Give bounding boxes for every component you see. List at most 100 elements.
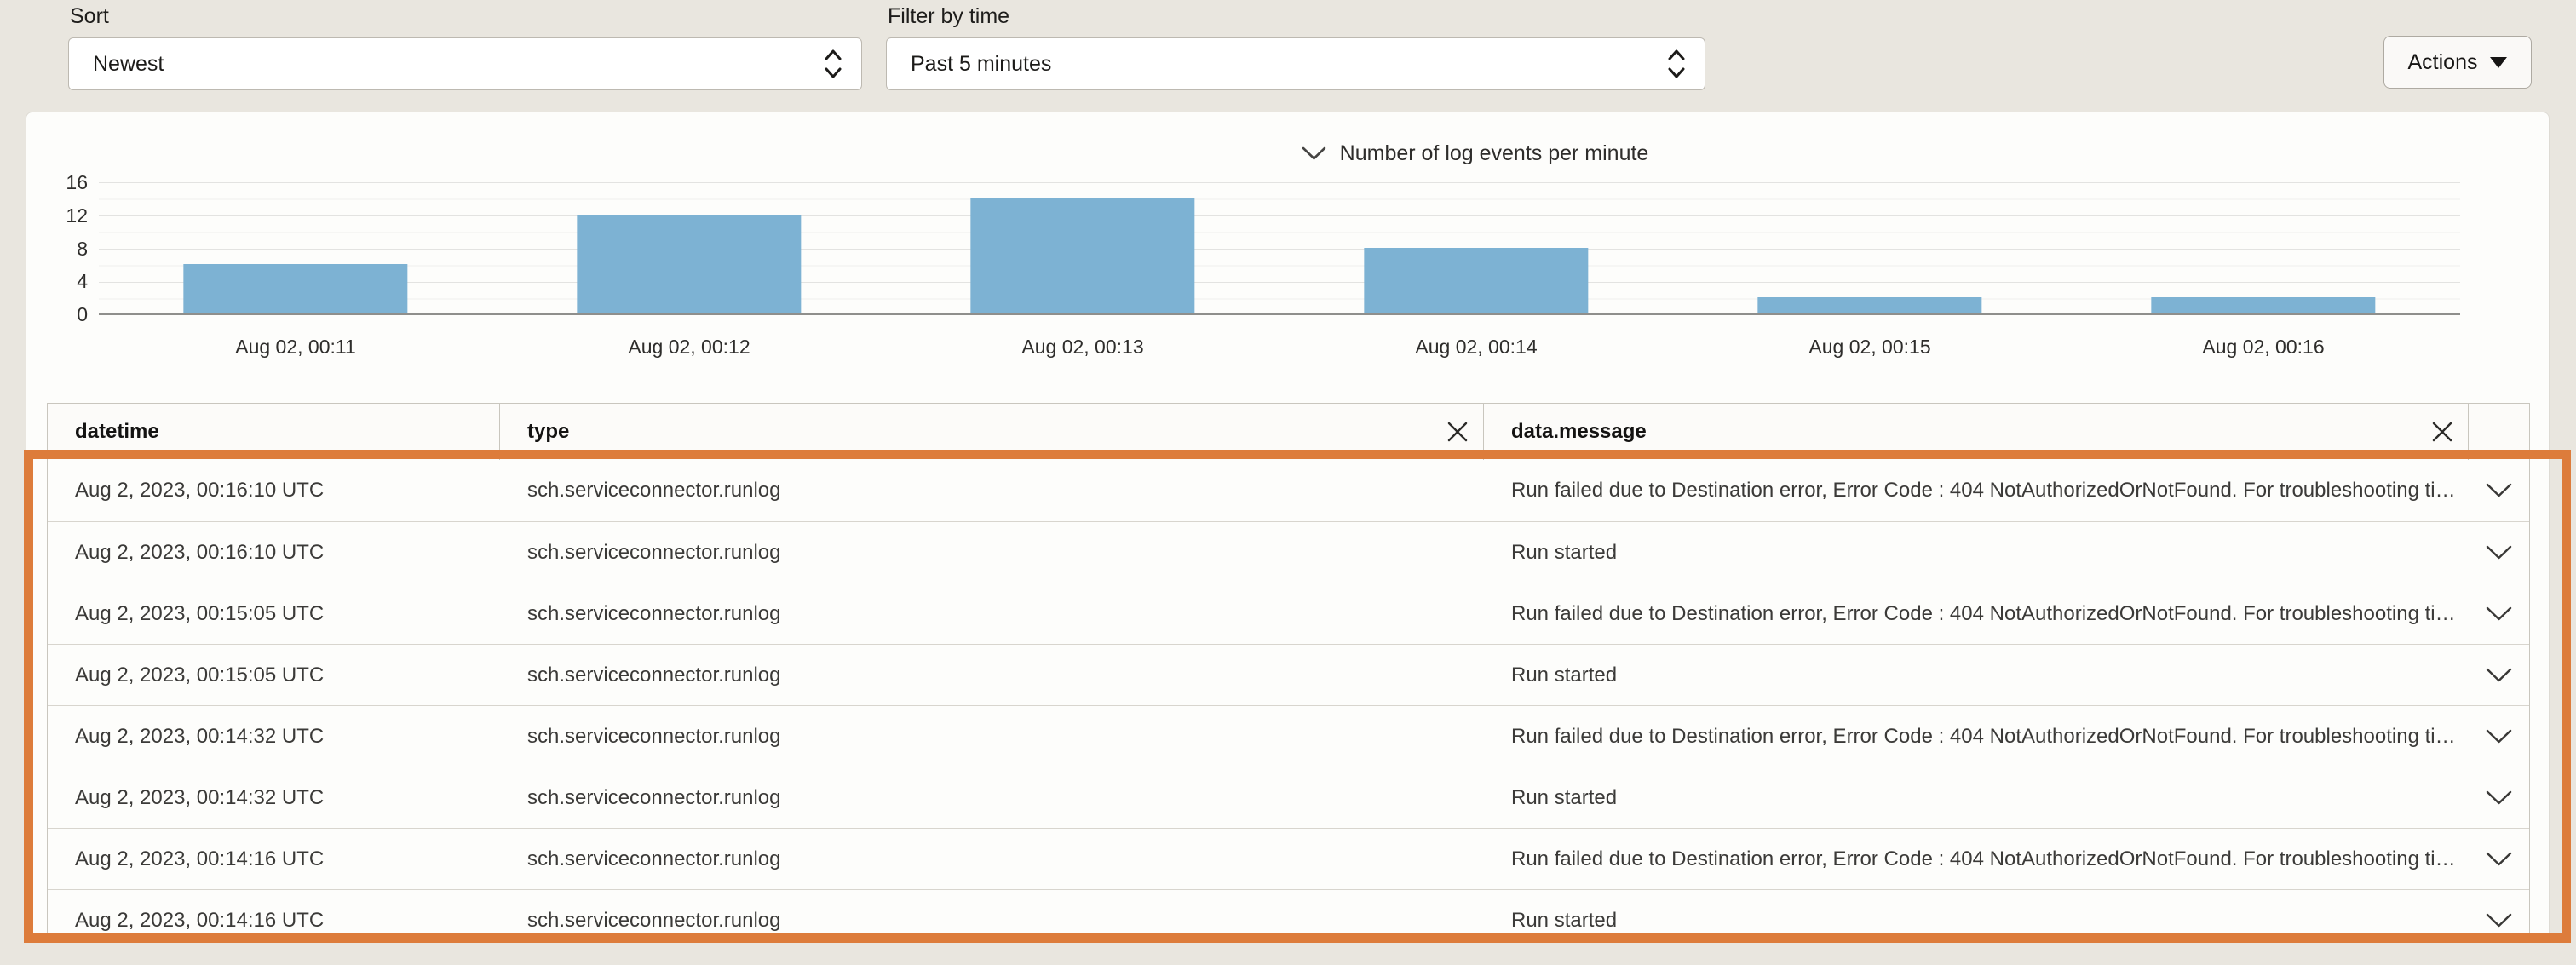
expand-row-button[interactable]: [2469, 706, 2529, 767]
cell-datetime: Aug 2, 2023, 00:15:05 UTC: [75, 601, 325, 625]
chart-bar: [2151, 296, 2376, 313]
close-icon: [2430, 420, 2454, 444]
cell-datetime: Aug 2, 2023, 00:14:16 UTC: [75, 847, 325, 870]
expand-row-button[interactable]: [2469, 890, 2529, 942]
select-stepper-icon: [1667, 48, 1686, 80]
column-header-label: data.message: [1511, 420, 1647, 443]
log-event-row[interactable]: Aug 2, 2023, 00:14:16 UTC sch.servicecon…: [48, 889, 2529, 942]
log-event-row[interactable]: Aug 2, 2023, 00:14:32 UTC sch.servicecon…: [48, 767, 2529, 828]
caret-down-icon: [2490, 56, 2508, 68]
cell-data-message: Run failed due to Destination error, Err…: [1511, 601, 2456, 625]
filter-by-time-select[interactable]: Past 5 minutes: [886, 37, 1705, 90]
column-header-data-message[interactable]: data.message: [1484, 404, 2469, 460]
expand-row-button[interactable]: [2469, 767, 2529, 828]
select-stepper-icon: [824, 48, 842, 80]
expand-row-button[interactable]: [2469, 460, 2529, 521]
chart-slot: [492, 182, 886, 313]
chart-slot: [1279, 182, 1673, 313]
chevron-down-icon: [2486, 729, 2512, 744]
y-axis-tick: 4: [77, 270, 88, 292]
chevron-down-icon: [2486, 790, 2512, 806]
chart-slot: [99, 182, 492, 313]
x-axis-tick: Aug 02, 00:14: [1415, 336, 1538, 358]
cell-data-message: Run failed due to Destination error, Err…: [1511, 479, 2456, 502]
filter-by-time-value: Past 5 minutes: [911, 51, 1052, 76]
chevron-down-icon: [2486, 852, 2512, 867]
remove-column-button[interactable]: [2430, 420, 2454, 444]
chart-title: Number of log events per minute: [1339, 141, 1649, 165]
chart-title-row: Number of log events per minute: [214, 140, 2549, 167]
column-header-label: type: [527, 420, 570, 443]
cell-datetime: Aug 2, 2023, 00:16:10 UTC: [75, 479, 325, 502]
column-header-type[interactable]: type: [500, 404, 1484, 460]
chevron-down-icon: [2486, 545, 2512, 560]
column-header-label: datetime: [75, 420, 159, 443]
chart-card: Number of log events per minute 16 12 8 …: [26, 112, 2550, 943]
chart-bar: [577, 215, 802, 313]
chart-slot: [1673, 182, 2067, 313]
log-event-row[interactable]: Aug 2, 2023, 00:14:16 UTC sch.servicecon…: [48, 828, 2529, 889]
remove-column-button[interactable]: [1446, 420, 1469, 444]
y-axis-tick: 12: [66, 204, 88, 227]
column-header-expand: [2469, 404, 2529, 460]
chevron-down-icon[interactable]: [1302, 146, 1326, 161]
chart-slot: [2067, 182, 2460, 313]
log-event-row[interactable]: Aug 2, 2023, 00:16:10 UTC sch.servicecon…: [48, 460, 2529, 521]
bar-chart-plot: [99, 182, 2460, 315]
cell-data-message: Run failed due to Destination error, Err…: [1511, 724, 2456, 748]
x-axis-labels: Aug 02, 00:11 Aug 02, 00:12 Aug 02, 00:1…: [99, 336, 2460, 359]
x-axis-tick: Aug 02, 00:11: [235, 336, 356, 358]
cell-data-message: Run started: [1511, 540, 1618, 564]
cell-data-message: Run started: [1511, 663, 1618, 686]
expand-row-button[interactable]: [2469, 829, 2529, 889]
y-axis-tick: 8: [77, 238, 88, 260]
log-event-row[interactable]: Aug 2, 2023, 00:14:32 UTC sch.servicecon…: [48, 705, 2529, 767]
log-event-row[interactable]: Aug 2, 2023, 00:15:05 UTC sch.servicecon…: [48, 644, 2529, 705]
log-event-row[interactable]: Aug 2, 2023, 00:15:05 UTC sch.servicecon…: [48, 583, 2529, 644]
cell-data-message: Run started: [1511, 908, 1618, 932]
sort-select[interactable]: Newest: [68, 37, 862, 90]
cell-type: sch.serviceconnector.runlog: [527, 601, 781, 625]
cell-datetime: Aug 2, 2023, 00:14:32 UTC: [75, 785, 325, 809]
cell-type: sch.serviceconnector.runlog: [527, 663, 781, 686]
chevron-down-icon: [2486, 668, 2512, 683]
close-icon: [1446, 420, 1469, 444]
x-axis-tick: Aug 02, 00:15: [1808, 336, 1931, 358]
actions-button-label: Actions: [2407, 49, 2478, 74]
cell-type: sch.serviceconnector.runlog: [527, 847, 781, 870]
cell-datetime: Aug 2, 2023, 00:14:32 UTC: [75, 724, 325, 748]
expand-row-button[interactable]: [2469, 583, 2529, 644]
table-header-row: datetime type data.message: [48, 404, 2529, 460]
chart-bar: [183, 264, 408, 313]
log-events-table: datetime type data.message: [47, 403, 2530, 942]
chart-slot: [886, 182, 1279, 313]
chart-bar: [1757, 296, 1982, 313]
column-header-datetime[interactable]: datetime: [48, 404, 500, 460]
cell-type: sch.serviceconnector.runlog: [527, 540, 781, 564]
x-axis-tick: Aug 02, 00:16: [2202, 336, 2325, 358]
chevron-down-icon: [2486, 606, 2512, 622]
y-axis-tick: 0: [77, 303, 88, 325]
cell-datetime: Aug 2, 2023, 00:14:16 UTC: [75, 908, 325, 932]
table-body: Aug 2, 2023, 00:16:10 UTC sch.servicecon…: [48, 460, 2529, 942]
chevron-down-icon: [2486, 913, 2512, 928]
cell-type: sch.serviceconnector.runlog: [527, 724, 781, 748]
x-axis-tick: Aug 02, 00:12: [628, 336, 750, 358]
chart-bar: [1364, 248, 1589, 313]
expand-row-button[interactable]: [2469, 522, 2529, 583]
cell-datetime: Aug 2, 2023, 00:16:10 UTC: [75, 540, 325, 564]
y-axis-tick: 16: [66, 171, 88, 193]
chevron-down-icon: [2486, 483, 2512, 498]
cell-datetime: Aug 2, 2023, 00:15:05 UTC: [75, 663, 325, 686]
actions-button[interactable]: Actions: [2383, 36, 2532, 89]
cell-type: sch.serviceconnector.runlog: [527, 479, 781, 502]
cell-type: sch.serviceconnector.runlog: [527, 908, 781, 932]
log-event-row[interactable]: Aug 2, 2023, 00:16:10 UTC sch.servicecon…: [48, 521, 2529, 583]
chart-bar: [970, 198, 1195, 313]
cell-data-message: Run failed due to Destination error, Err…: [1511, 847, 2456, 870]
x-axis-tick: Aug 02, 00:13: [1021, 336, 1144, 358]
cell-data-message: Run started: [1511, 785, 1618, 809]
sort-label: Sort: [70, 4, 109, 28]
expand-row-button[interactable]: [2469, 645, 2529, 705]
cell-type: sch.serviceconnector.runlog: [527, 785, 781, 809]
